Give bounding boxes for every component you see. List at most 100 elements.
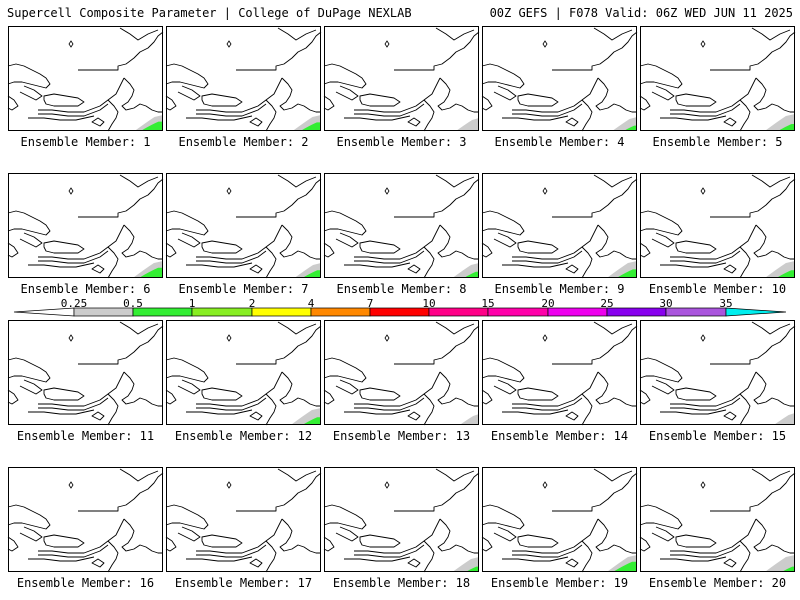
map-frame (324, 320, 479, 425)
member-caption: Ensemble Member: 11 (16, 429, 155, 443)
coastline (394, 178, 480, 218)
coastline (552, 31, 638, 71)
coastline (394, 472, 480, 512)
coastline (107, 246, 119, 279)
coastline (394, 325, 480, 365)
scale-tick-label: 1 (188, 297, 196, 310)
coastline (196, 397, 267, 411)
scale-segment (251, 307, 312, 317)
coastline (359, 534, 401, 548)
coastline (670, 250, 741, 264)
coastline (512, 397, 583, 411)
coastline (196, 224, 283, 260)
coastline (354, 397, 425, 411)
member-map (639, 320, 796, 426)
map-frame (482, 467, 637, 572)
coastline (512, 544, 583, 558)
coastline (751, 27, 791, 41)
map-frame (8, 26, 163, 131)
scale-tick-label: 20 (541, 297, 555, 310)
ensemble-member-panel: Ensemble Member: 15 (639, 320, 796, 449)
coastline (595, 224, 637, 260)
coastline (437, 518, 479, 554)
coastline (723, 117, 737, 127)
ensemble-member-panel: Ensemble Member: 17 (165, 467, 322, 596)
scale-segment (310, 307, 371, 317)
coastline (7, 242, 19, 258)
coastline (279, 224, 321, 260)
member-map (481, 467, 638, 573)
coastline (28, 262, 95, 268)
map-frame (482, 320, 637, 425)
coastline (279, 371, 321, 407)
coastline (639, 63, 683, 89)
diamond-marker-icon (700, 40, 706, 48)
coastline (201, 240, 243, 254)
map-frame (640, 26, 795, 131)
member-caption: Ensemble Member: 9 (494, 282, 625, 296)
coastline (660, 262, 727, 268)
map-frame (8, 467, 163, 572)
coastline (38, 518, 125, 554)
coastline (265, 99, 277, 132)
ensemble-member-panel: Ensemble Member: 2 (165, 26, 322, 155)
coastline (165, 242, 177, 258)
coastline (739, 540, 751, 573)
member-map (639, 467, 796, 573)
coastline (335, 232, 359, 248)
coastline (78, 178, 164, 218)
coastline (407, 117, 421, 127)
coastline (423, 540, 435, 573)
diamond-marker-icon (542, 334, 548, 342)
coastline (344, 115, 411, 121)
coastline (107, 540, 119, 573)
coastline (437, 77, 479, 113)
coastline (323, 63, 367, 89)
coastline (670, 371, 757, 407)
coastline (581, 99, 593, 132)
coastline (119, 27, 159, 41)
coastline (186, 115, 253, 121)
coastline (753, 77, 795, 113)
coastline (751, 174, 791, 188)
map-frame (640, 467, 795, 572)
coastline (502, 409, 569, 415)
scale-segment (369, 307, 430, 317)
coastline (512, 250, 583, 264)
coastline (177, 85, 201, 101)
coastline (670, 103, 741, 117)
coastline (552, 325, 638, 365)
coastline (660, 115, 727, 121)
coastline (593, 27, 633, 41)
coastline (7, 63, 51, 89)
map-frame (8, 173, 163, 278)
coastline (581, 246, 593, 279)
run-info: 00Z GEFS | F078 Valid: 06Z WED JUN 11 20… (489, 6, 793, 20)
page-title: Supercell Composite Parameter | College … (7, 6, 412, 20)
member-caption: Ensemble Member: 4 (494, 135, 625, 149)
map-frame (166, 467, 321, 572)
scp-shading-green (781, 566, 795, 572)
scp-shading-gray (452, 557, 479, 572)
coastline (739, 393, 751, 426)
coastline (344, 556, 411, 562)
coastline (639, 389, 651, 405)
coastline (249, 411, 263, 421)
coastline (751, 468, 791, 482)
scp-shading-gray (764, 555, 795, 572)
member-map (481, 320, 638, 426)
coastline (502, 115, 569, 121)
coastline (502, 556, 569, 562)
coastline (107, 99, 119, 132)
coastline (354, 77, 441, 113)
coastline (593, 174, 633, 188)
coastline (593, 321, 633, 335)
coastline (78, 472, 164, 512)
coastline (121, 224, 163, 260)
coastline (277, 27, 317, 41)
coastline (323, 95, 335, 111)
coastline (279, 77, 321, 113)
diamond-marker-icon (68, 187, 74, 195)
member-caption: Ensemble Member: 6 (20, 282, 151, 296)
member-map (323, 26, 480, 132)
